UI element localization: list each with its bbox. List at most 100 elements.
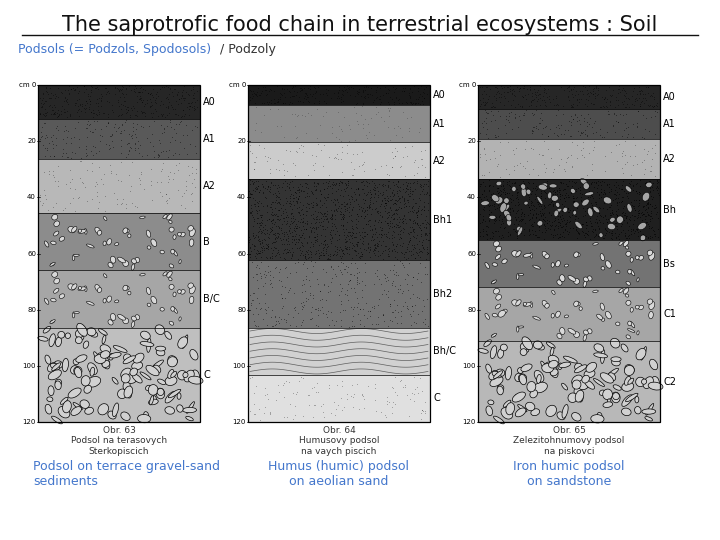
Bar [478,85,660,109]
Point [360,82,372,90]
Point [260,244,271,252]
Point [325,237,337,245]
Point [366,230,378,238]
Point [185,99,197,108]
Point [480,113,492,122]
Point [248,217,260,226]
Point [616,185,627,193]
Point [324,235,336,244]
Point [392,177,403,185]
Point [264,185,276,193]
Point [643,102,654,110]
Point [492,198,503,206]
Point [293,144,305,152]
Point [601,218,613,227]
Point [273,224,284,232]
Point [543,207,554,216]
Point [555,120,567,129]
Ellipse shape [78,287,86,291]
Point [104,97,115,106]
Point [480,156,492,164]
Point [575,196,587,205]
Point [387,83,399,91]
Point [623,189,634,198]
Point [330,206,341,214]
Point [280,212,292,221]
Point [75,99,86,108]
Point [638,145,649,153]
Point [345,276,356,285]
Point [502,213,513,222]
Point [359,227,370,236]
Point [407,99,418,107]
Point [49,103,60,112]
Point [261,254,273,262]
Point [411,179,423,187]
Point [395,307,407,315]
Point [281,212,292,221]
Point [251,90,262,98]
Point [559,197,571,206]
Point [423,220,434,228]
Ellipse shape [558,363,562,369]
Point [477,200,488,209]
Point [36,103,48,111]
Point [185,190,197,199]
Point [357,237,369,245]
Point [638,170,649,179]
Point [387,233,398,242]
Point [252,321,264,330]
Point [345,197,356,206]
Point [629,206,641,214]
Point [498,100,510,109]
Point [387,239,399,248]
Point [290,224,302,233]
Ellipse shape [583,335,587,341]
Point [577,138,588,146]
Point [327,226,338,234]
Ellipse shape [520,349,527,355]
Point [336,143,348,151]
Point [508,220,520,228]
Point [278,166,289,174]
Point [538,209,549,218]
Point [354,191,365,200]
Point [120,104,132,113]
Point [611,221,622,230]
Point [119,118,130,126]
Point [307,188,318,197]
Point [500,201,511,210]
Point [606,224,618,233]
Point [64,166,76,175]
Point [255,258,266,267]
Point [50,140,62,149]
Point [414,181,426,190]
Point [552,106,564,114]
Point [416,405,428,414]
Point [361,314,373,322]
Point [550,212,562,220]
Point [583,204,595,213]
Point [557,109,568,118]
Point [318,185,330,193]
Point [369,235,380,244]
Point [307,313,318,322]
Point [365,210,377,218]
Point [91,94,103,103]
Point [187,85,199,93]
Point [618,187,630,195]
Point [570,111,581,119]
Point [581,230,593,239]
Point [269,87,280,96]
Point [169,148,181,157]
Point [529,90,541,98]
Point [288,415,300,424]
Ellipse shape [89,330,98,337]
Point [648,102,660,110]
Ellipse shape [572,380,581,389]
Point [570,225,582,233]
Point [612,218,624,227]
Ellipse shape [100,350,110,359]
Point [611,198,623,206]
Point [639,211,651,220]
